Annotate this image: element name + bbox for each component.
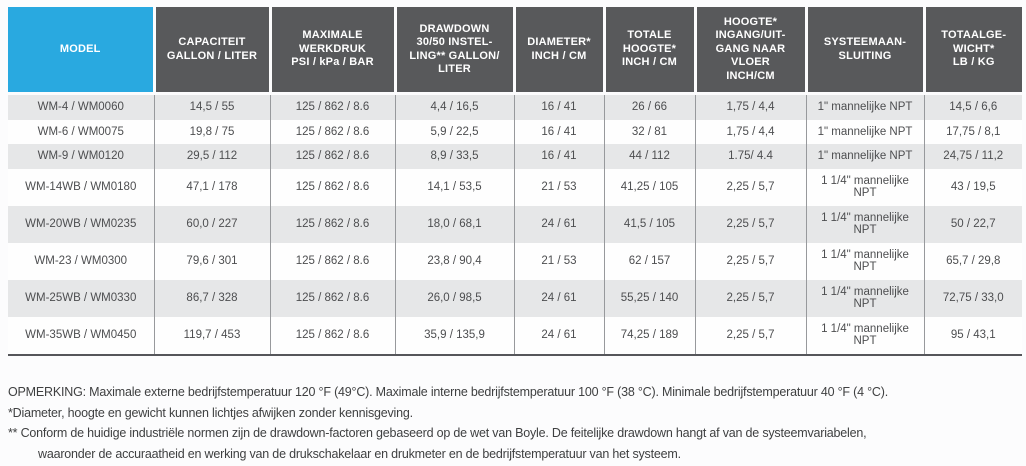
- model-cell: WM-9 / WM0120: [8, 144, 154, 169]
- table-cell: 21 / 53: [513, 168, 604, 206]
- table-cell: 2,25 / 5,7: [694, 242, 806, 280]
- table-cell: 1 1/4" mannelijke NPT: [805, 168, 924, 206]
- table-cell: 14,1 / 53,5: [394, 168, 514, 206]
- table-cell: 24 / 61: [513, 316, 604, 356]
- model-cell: WM-4 / WM0060: [8, 93, 154, 120]
- column-header-totale-hoogte: TOTALE HOOGTE* INCH / CM: [602, 7, 695, 95]
- table-cell: 26 / 66: [603, 93, 695, 120]
- table-row: WM-4 / WM0060 14,5 / 55 125 / 862 / 8.6 4,4…: [8, 93, 1022, 120]
- model-cell: WM-23 / WM0300: [8, 242, 154, 280]
- table-cell: 2,25 / 5,7: [694, 168, 806, 206]
- table-cell: 1 1/4" mannelijke NPT: [805, 205, 924, 243]
- table-cell: 19,8 / 75: [153, 119, 270, 144]
- table-cell: 125 / 862 / 8.6: [269, 242, 395, 280]
- table-cell: 29,5 / 112: [153, 144, 270, 169]
- table-cell: 14,5 / 6,6: [923, 93, 1022, 120]
- table-cell: 21 / 53: [513, 242, 604, 280]
- table-cell: 24 / 61: [513, 279, 604, 317]
- column-header-capaciteit: CAPACITEIT GALLON / LITER: [152, 7, 270, 95]
- table-body: WM-4 / WM0060 14,5 / 55 125 / 862 / 8.6 4,4…: [8, 93, 1022, 356]
- table-cell: 2,25 / 5,7: [694, 205, 806, 243]
- column-header-totaalgewicht: TOTAALGE- WICHT* LB / KG: [922, 7, 1022, 95]
- table-cell: 41,25 / 105: [603, 168, 695, 206]
- table-cell: 16 / 41: [513, 144, 604, 169]
- table-cell: 62 / 157: [603, 242, 695, 280]
- spec-table: MODEL CAPACITEIT GALLON / LITER MAXIMALE…: [8, 7, 1022, 356]
- table-cell: 17,75 / 8,1: [923, 119, 1022, 144]
- footnote-double-asterisk: ** Conform de huidige industriële normen…: [8, 426, 867, 461]
- table-cell: 14,5 / 55: [153, 93, 270, 120]
- model-cell: WM-25WB / WM0330: [8, 279, 154, 317]
- table-cell: 55,25 / 140: [603, 279, 695, 317]
- table-cell: 125 / 862 / 8.6: [269, 93, 395, 120]
- table-cell: 32 / 81: [603, 119, 695, 144]
- table-cell: 1,75 / 4,4: [694, 93, 806, 120]
- table-cell: 1 1/4" mannelijke NPT: [805, 279, 924, 317]
- table-cell: 125 / 862 / 8.6: [269, 168, 395, 206]
- table-cell: 1 1/4" mannelijke NPT: [805, 242, 924, 280]
- table-cell: 50 / 22,7: [923, 205, 1022, 243]
- table-cell: 1" mannelijke NPT: [805, 119, 924, 144]
- table-cell: 5,9 / 22,5: [394, 119, 514, 144]
- footnote-opmerking: OPMERKING: Maximale externe bedrijfstemp…: [8, 385, 888, 399]
- table-cell: 1" mannelijke NPT: [805, 144, 924, 169]
- table-cell: 16 / 41: [513, 93, 604, 120]
- table-cell: 79,6 / 301: [153, 242, 270, 280]
- table-cell: 2,25 / 5,7: [694, 316, 806, 356]
- table-cell: 35,9 / 135,9: [394, 316, 514, 356]
- table-cell: 125 / 862 / 8.6: [269, 279, 395, 317]
- header-row: MODEL CAPACITEIT GALLON / LITER MAXIMALE…: [8, 7, 1022, 95]
- model-cell: WM-14WB / WM0180: [8, 168, 154, 206]
- table-cell: 8,9 / 33,5: [394, 144, 514, 169]
- table-row: WM-35WB / WM0450 119,7 / 453 125 / 862 / 8…: [8, 316, 1022, 356]
- table-cell: 95 / 43,1: [923, 316, 1022, 356]
- table-cell: 23,8 / 90,4: [394, 242, 514, 280]
- table-cell: 125 / 862 / 8.6: [269, 119, 395, 144]
- table-cell: 41,5 / 105: [603, 205, 695, 243]
- table-cell: 125 / 862 / 8.6: [269, 205, 395, 243]
- table-cell: 4,4 / 16,5: [394, 93, 514, 120]
- table-row: WM-23 / WM0300 79,6 / 301 125 / 862 / 8.6 2…: [8, 242, 1022, 280]
- table-row: WM-14WB / WM0180 47,1 / 178 125 / 862 / 8.…: [8, 168, 1022, 206]
- table-cell: 43 / 19,5: [923, 168, 1022, 206]
- table-cell: 18,0 / 68,1: [394, 205, 514, 243]
- table-row: WM-6 / WM0075 19,8 / 75 125 / 862 / 8.6 5,9…: [8, 119, 1022, 144]
- table-row: WM-9 / WM0120 29,5 / 112 125 / 862 / 8.6 8,…: [8, 144, 1022, 169]
- table-cell: 74,25 / 189: [603, 316, 695, 356]
- table-cell: 44 / 112: [603, 144, 695, 169]
- footnotes: OPMERKING: Maximale externe bedrijfstemp…: [8, 382, 1022, 464]
- table-cell: 26,0 / 98,5: [394, 279, 514, 317]
- column-header-maximale-werkdruk: MAXIMALE WERKDRUK PSI / kPa / BAR: [268, 7, 395, 95]
- model-cell: WM-20WB / WM0235: [8, 205, 154, 243]
- table-cell: 1.75/ 4.4: [694, 144, 806, 169]
- table-header: MODEL CAPACITEIT GALLON / LITER MAXIMALE…: [8, 7, 1022, 95]
- footnote-asterisk: *Diameter, hoogte en gewicht kunnen lich…: [8, 405, 413, 420]
- table-cell: 47,1 / 178: [153, 168, 270, 206]
- table-cell: 65,7 / 29,8: [923, 242, 1022, 280]
- column-header-systeemaansluiting: SYSTEEMAAN- SLUITING: [804, 7, 924, 95]
- table-row: WM-25WB / WM0330 86,7 / 328 125 / 862 / 8.…: [8, 279, 1022, 317]
- model-cell: WM-6 / WM0075: [8, 119, 154, 144]
- table-cell: 60,0 / 227: [153, 205, 270, 243]
- table-cell: 2,25 / 5,7: [694, 279, 806, 317]
- table-cell: 24 / 61: [513, 205, 604, 243]
- column-header-diameter: DIAMETER* INCH / CM: [512, 7, 604, 95]
- table-cell: 125 / 862 / 8.6: [269, 316, 395, 356]
- table-row: WM-20WB / WM0235 60,0 / 227 125 / 862 / 8.…: [8, 205, 1022, 243]
- table-cell: 1 1/4" mannelijke NPT: [805, 316, 924, 356]
- table-cell: 119,7 / 453: [153, 316, 270, 356]
- table-cell: 1" mannelijke NPT: [805, 93, 924, 120]
- column-header-model: MODEL: [8, 7, 154, 95]
- table-cell: 125 / 862 / 8.6: [269, 144, 395, 169]
- table-cell: 1,75 / 4,4: [694, 119, 806, 144]
- table-cell: 72,75 / 33,0: [923, 279, 1022, 317]
- table-cell: 16 / 41: [513, 119, 604, 144]
- table-cell: 24,75 / 11,2: [923, 144, 1022, 169]
- model-cell: WM-35WB / WM0450: [8, 316, 154, 356]
- column-header-drawdown: DRAWDOWN 30/50 INSTEL- LING** GALLON/ LI…: [393, 7, 514, 95]
- column-header-hoogte-ingang: HOOGTE* INGANG/UIT- GANG NAAR VLOER INCH…: [693, 7, 806, 95]
- table-cell: 86,7 / 328: [153, 279, 270, 317]
